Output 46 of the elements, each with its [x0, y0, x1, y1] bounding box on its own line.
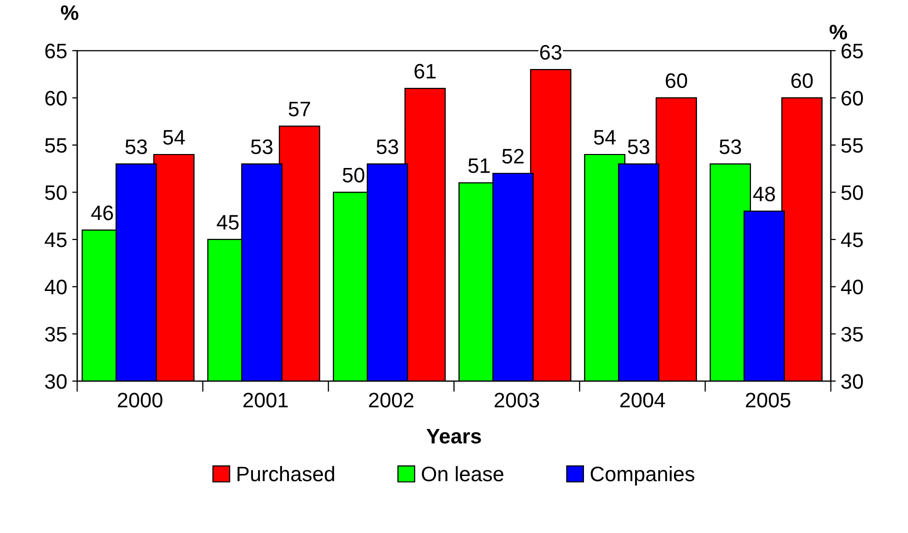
data-label: 53 [376, 139, 398, 154]
y2-tick-label: 40 [841, 280, 863, 294]
data-label: 53 [628, 139, 650, 154]
data-label: 54 [594, 130, 616, 145]
y-tick-label: 65 [45, 44, 67, 58]
y2-tick-label: 50 [841, 185, 863, 200]
x-tick-label: 2001 [243, 392, 288, 408]
x-tick-label: 2005 [746, 392, 790, 408]
y-tick-label: 40 [44, 280, 67, 294]
y2-axis-title: % [830, 24, 848, 40]
legend-label: Companies [590, 466, 694, 486]
y-tick-label: 30 [45, 374, 67, 389]
legend-label: On lease [422, 466, 504, 482]
y-tick-label: 55 [45, 138, 67, 153]
y2-tick-label: 45 [841, 232, 863, 248]
data-label: 51 [468, 158, 490, 174]
data-label: 61 [414, 64, 436, 79]
y2-tick-label: 30 [841, 374, 863, 389]
data-label: 57 [288, 102, 310, 116]
y-tick-label: 45 [44, 232, 67, 248]
data-label: 45 [216, 215, 239, 230]
data-label: 60 [666, 73, 688, 88]
data-label: 46 [91, 205, 113, 220]
y2-tick-label: 35 [841, 326, 863, 342]
data-label: 53 [251, 139, 272, 154]
x-tick-label: 2000 [118, 392, 162, 408]
x-tick-label: 2004 [620, 392, 665, 408]
data-label: 48 [753, 186, 775, 202]
data-label: 50 [342, 168, 364, 182]
data-label: 53 [125, 139, 147, 154]
y2-tick-label: 65 [842, 44, 863, 58]
y-tick-label: 35 [45, 326, 67, 342]
y-tick-label: 60 [45, 90, 67, 106]
legend-label: Purchased [238, 466, 334, 482]
y2-tick-label: 55 [841, 138, 863, 153]
x-axis-title: Years [426, 429, 481, 444]
x-tick-label: 2002 [369, 392, 414, 408]
data-label: 54 [163, 130, 185, 145]
data-label: 60 [791, 73, 813, 88]
y-tick-label: 50 [45, 185, 67, 200]
data-label: 52 [502, 148, 524, 164]
x-tick-label: 2003 [494, 392, 540, 408]
data-label: 53 [720, 139, 742, 154]
y2-tick-label: 60 [842, 90, 863, 106]
y-axis-title: % [60, 5, 78, 20]
data-label: 63 [540, 44, 562, 60]
